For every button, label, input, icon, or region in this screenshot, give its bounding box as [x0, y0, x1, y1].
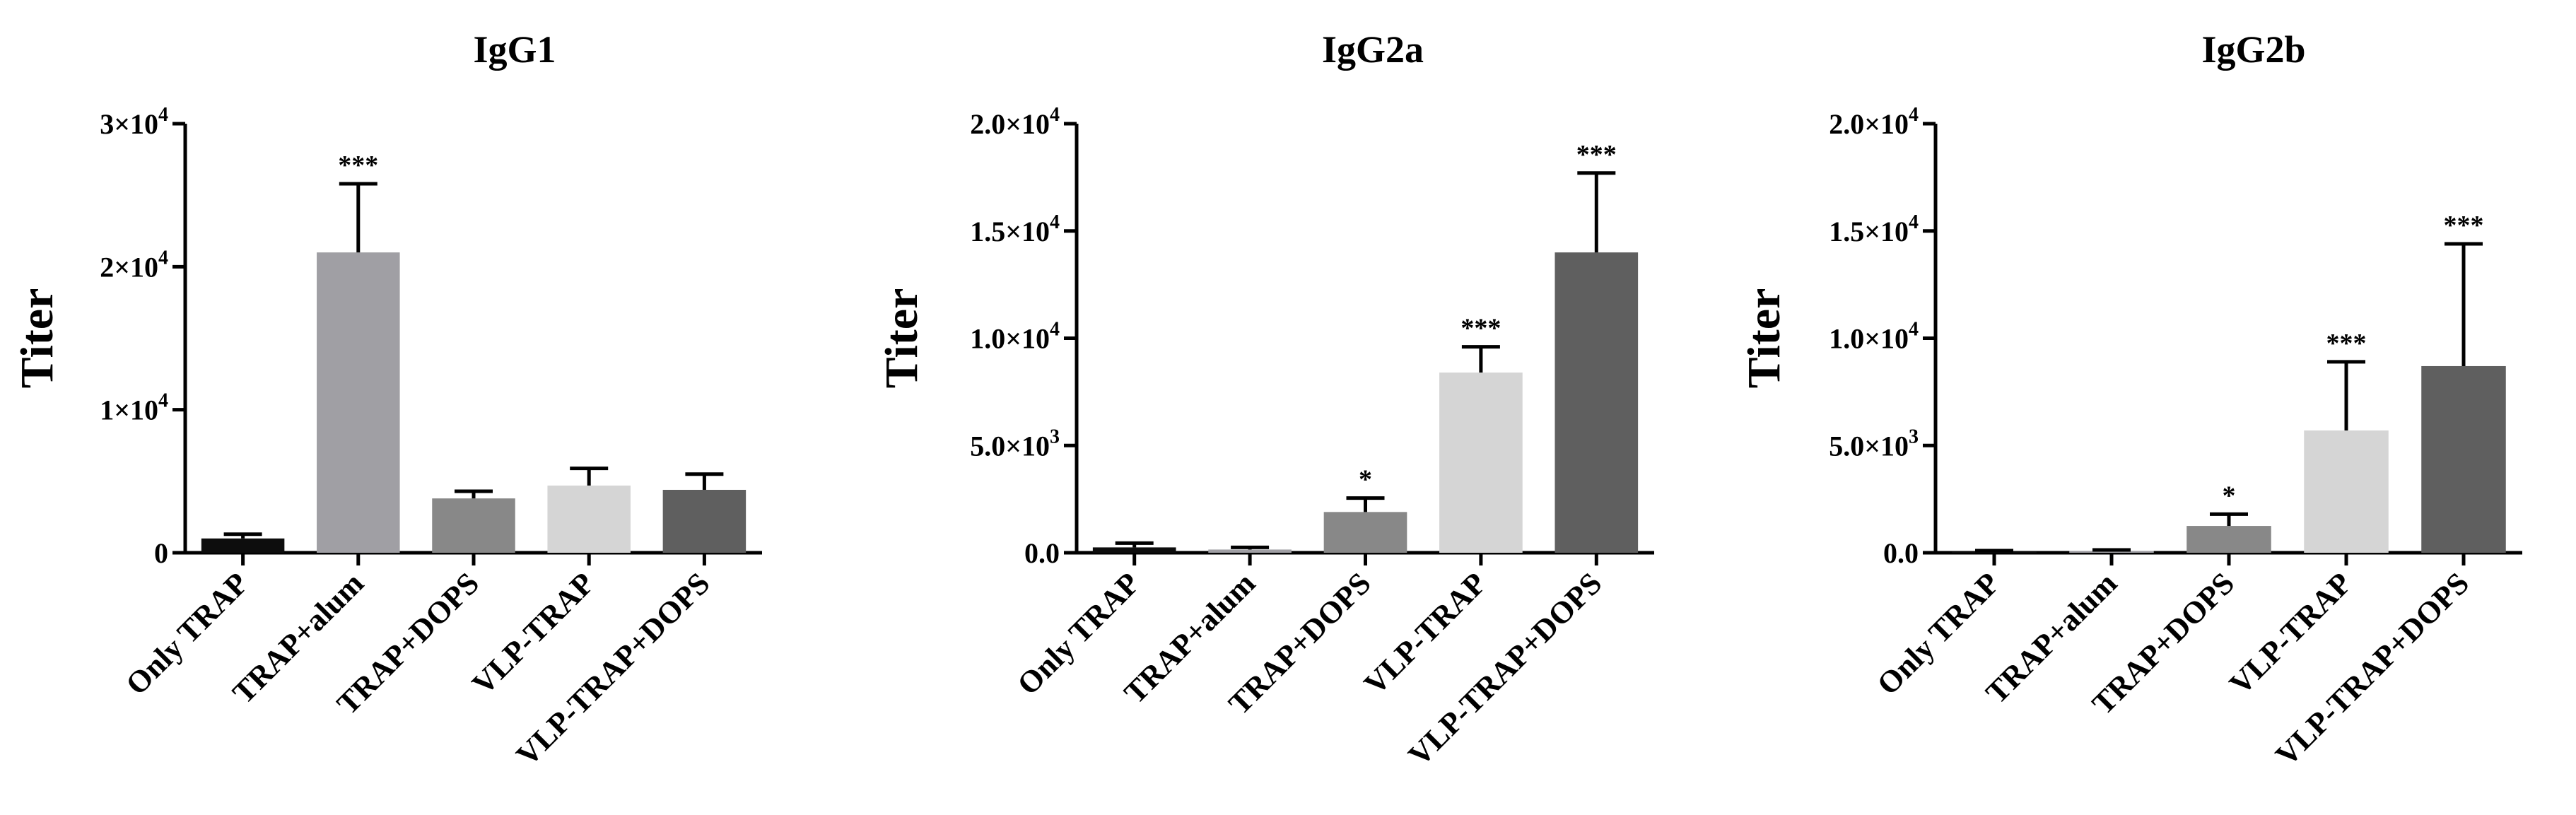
bar-trap-dops: [2186, 526, 2271, 553]
y-tick-label-base: 1.5×10: [1829, 216, 1909, 247]
y-axis-label: Titer: [11, 288, 63, 389]
y-tick-label: 1×104: [100, 390, 168, 426]
y-tick-label-base: 0.0: [1883, 537, 1919, 569]
y-tick-label-base: 1×10: [100, 394, 158, 426]
y-axis-label: Titer: [876, 288, 927, 389]
x-category-label: VLP-TRAP+DOPS: [1402, 565, 1609, 773]
x-category-label: VLP-TRAP+DOPS: [2268, 565, 2476, 773]
y-tick-label-base: 0: [154, 537, 168, 569]
bar-trap-dops: [1323, 512, 1407, 553]
y-tick-label-exponent: 4: [158, 390, 168, 412]
y-tick-label: 1.5×104: [970, 211, 1060, 247]
significance-label: *: [2223, 481, 2236, 510]
significance-label: ***: [338, 151, 378, 180]
y-tick-label: 1.0×104: [970, 319, 1060, 355]
y-tick-label: 2×104: [100, 247, 168, 283]
bar-vlp-trap: [2304, 430, 2389, 553]
y-tick-label: 1.0×104: [1829, 319, 1919, 355]
bar-only-trap: [1092, 547, 1176, 553]
significance-label: ***: [1460, 314, 1501, 344]
bar-vlp-trap: [1439, 373, 1523, 553]
y-tick-label-base: 2.0×10: [970, 108, 1050, 140]
y-tick-label-base: 5.0×10: [970, 430, 1050, 462]
bar-trap-alum: [2069, 551, 2154, 553]
y-tick-label: 2.0×104: [1829, 104, 1919, 140]
significance-label: ***: [1576, 140, 1617, 170]
y-tick-label-exponent: 3: [1050, 426, 1060, 447]
y-tick-label: 5.0×103: [970, 426, 1060, 462]
y-tick-label: 0.0: [1024, 537, 1060, 569]
y-tick-label-base: 1.0×10: [970, 323, 1050, 355]
y-tick-label-base: 1.0×10: [1829, 323, 1909, 355]
y-tick-label-base: 3×10: [100, 108, 158, 140]
bar-vlp-trap-dops: [1555, 252, 1639, 553]
significance-label: ***: [2444, 211, 2484, 240]
y-tick-label: 2.0×104: [970, 104, 1060, 140]
panel-igg2b: IgG2bTiter0.05.0×1031.0×1041.5×1042.0×10…: [1738, 28, 2522, 773]
y-tick-label-exponent: 4: [158, 104, 168, 126]
y-tick-label: 1.5×104: [1829, 211, 1919, 247]
y-tick-label-base: 5.0×10: [1829, 430, 1909, 462]
chart-title: IgG2b: [2201, 28, 2305, 71]
y-tick-label-base: 2.0×10: [1829, 108, 1909, 140]
bar-vlp-trap-dops: [2421, 365, 2506, 553]
y-tick-label-base: 2×10: [100, 251, 158, 283]
y-tick-label-base: 1.5×10: [970, 216, 1050, 247]
bar-vlp-trap-dops: [662, 489, 747, 553]
bar-vlp-trap: [547, 485, 631, 553]
y-tick-label-exponent: 3: [1909, 426, 1919, 447]
y-tick-label-exponent: 4: [1050, 104, 1060, 126]
y-tick-label: 5.0×103: [1829, 426, 1919, 462]
y-tick-label: 0.0: [1883, 537, 1919, 569]
chart-title: IgG2a: [1322, 28, 1424, 71]
y-tick-label-exponent: 4: [1050, 211, 1060, 233]
bar-trap-dops: [432, 498, 515, 553]
y-axis-label: Titer: [1738, 288, 1790, 389]
y-tick-label-exponent: 4: [1909, 104, 1919, 126]
y-tick-label-exponent: 4: [1050, 319, 1060, 341]
significance-label: *: [1359, 465, 1372, 495]
x-category-label: VLP-TRAP+DOPS: [510, 565, 717, 773]
y-tick-label: 3×104: [100, 104, 168, 140]
panel-igg2a: IgG2aTiter0.05.0×1031.0×1041.5×1042.0×10…: [876, 28, 1654, 773]
y-tick-label-exponent: 4: [158, 247, 168, 269]
y-tick-label-exponent: 4: [1909, 319, 1919, 341]
bar-only-trap: [201, 538, 285, 553]
y-tick-label: 0: [154, 537, 168, 569]
bar-trap-alum: [1208, 549, 1292, 553]
y-tick-label-exponent: 4: [1909, 211, 1919, 233]
y-tick-label-base: 0.0: [1024, 537, 1060, 569]
chart-title: IgG1: [473, 28, 556, 71]
significance-label: ***: [2326, 329, 2367, 358]
bar-trap-alum: [317, 252, 400, 553]
